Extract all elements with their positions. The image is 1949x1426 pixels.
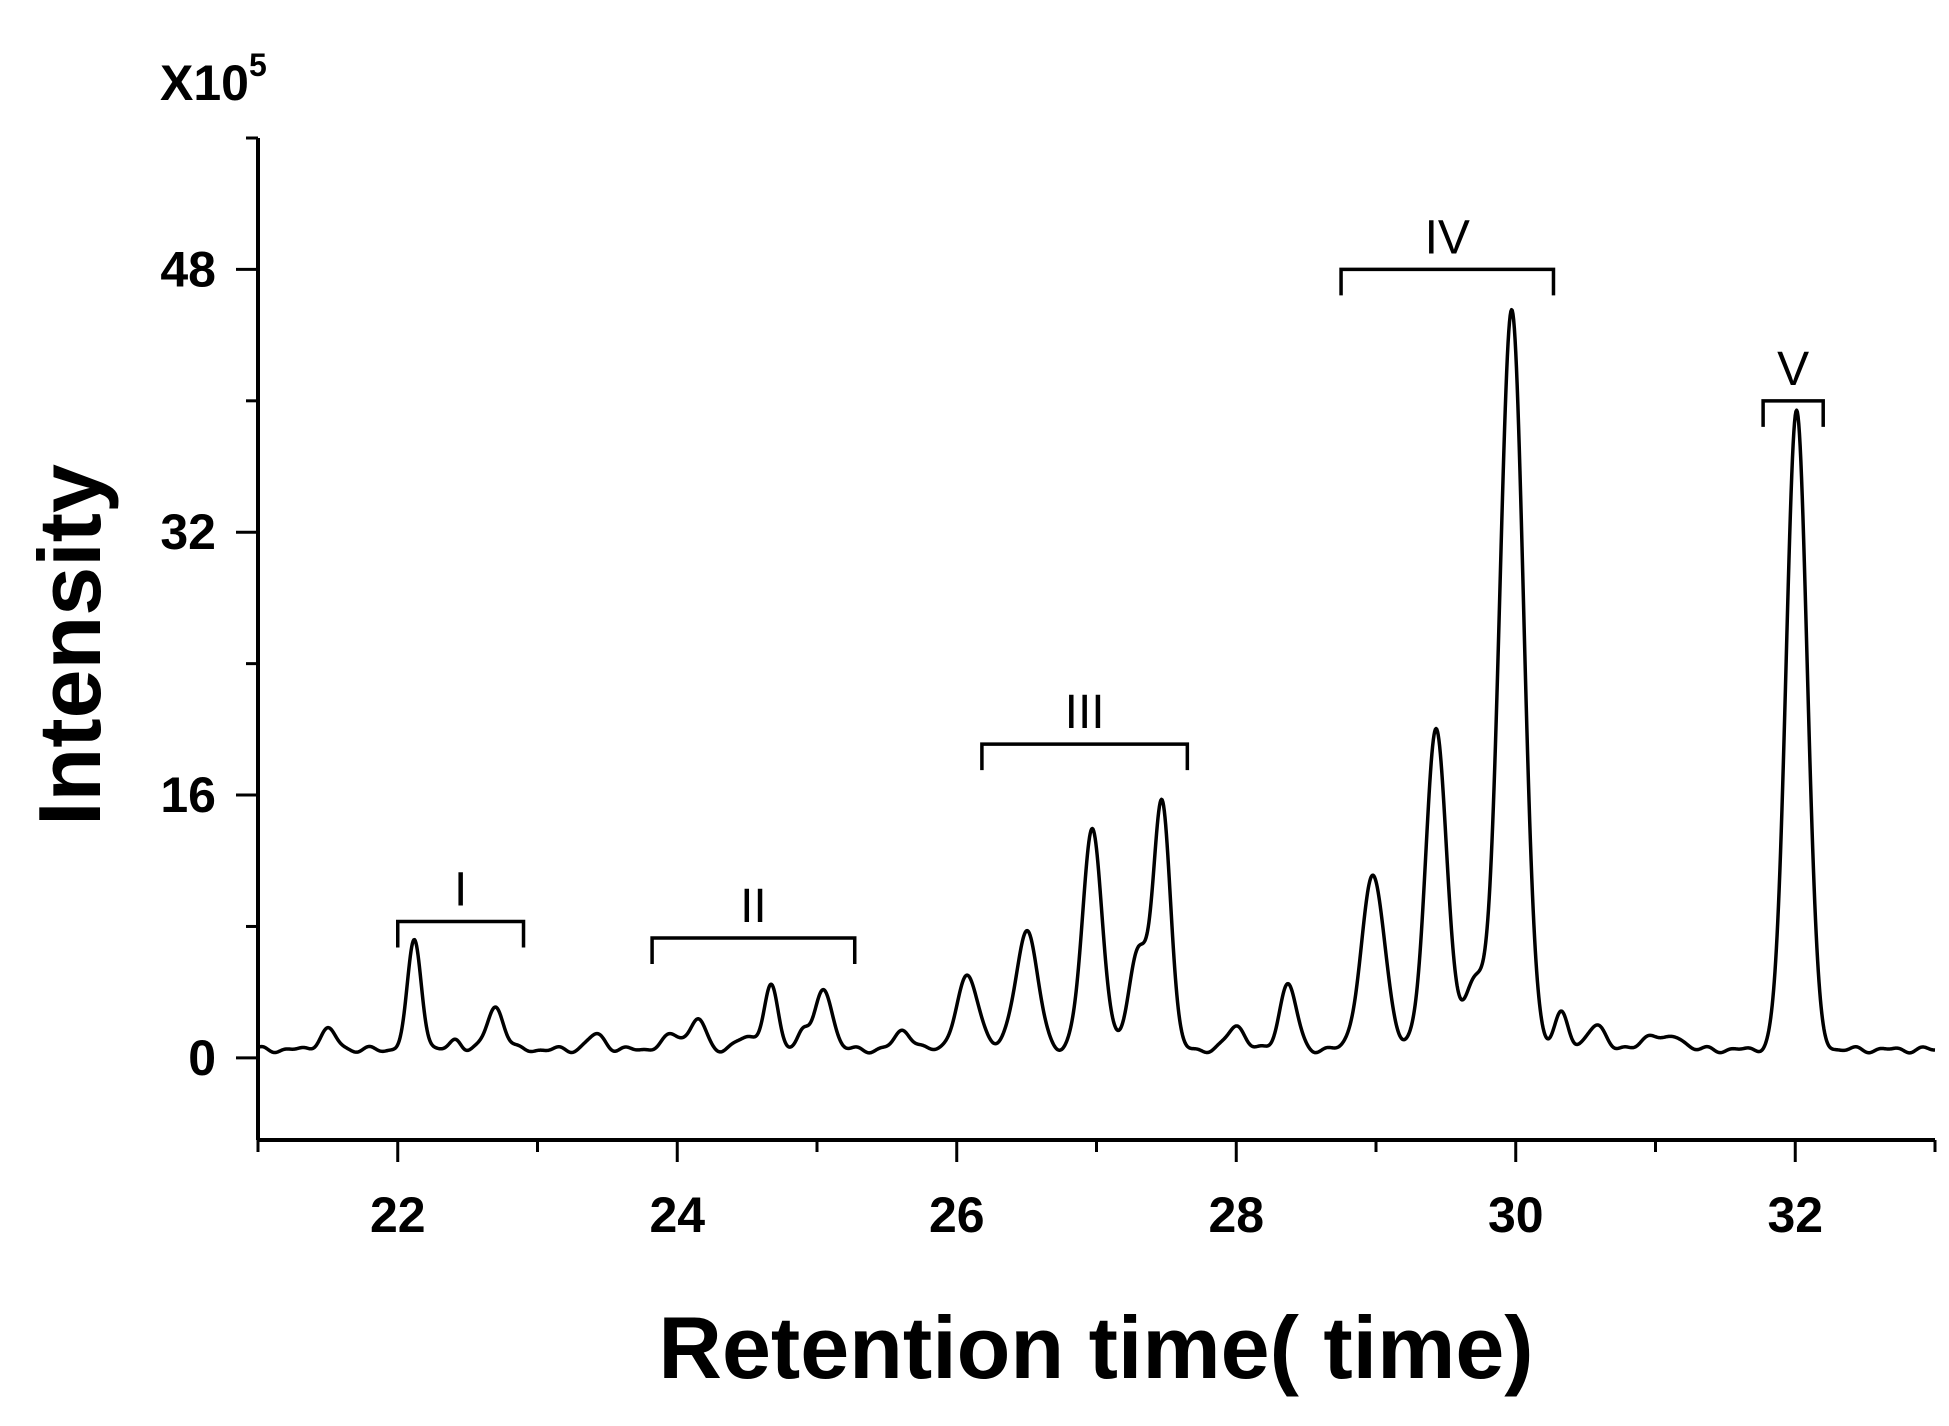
y-tick-label: 16 <box>160 767 216 823</box>
plot-area <box>256 307 1937 1055</box>
x-tick-label: 32 <box>1767 1187 1823 1243</box>
group-bracket <box>1761 399 1825 427</box>
x-axis-title: Retention time( time) <box>658 1298 1533 1397</box>
group-bracket <box>980 742 1190 771</box>
y-tick-label: 32 <box>160 504 216 560</box>
y-tick-label: 48 <box>160 241 216 297</box>
y-axis-title: Intensity <box>20 464 119 826</box>
y-multiplier-base: X10 <box>160 55 249 111</box>
group-label: IV <box>1425 211 1470 264</box>
x-tick-label: 30 <box>1488 1187 1544 1243</box>
y-multiplier: X105 <box>160 47 267 111</box>
x-tick-label: 22 <box>370 1187 426 1243</box>
group-label: I <box>454 864 467 917</box>
group-label: III <box>1065 686 1105 739</box>
chromatogram-trace <box>256 307 1937 1055</box>
x-tick-label: 28 <box>1208 1187 1264 1243</box>
group-bracket <box>650 936 857 964</box>
x-tick-label: 24 <box>649 1187 705 1243</box>
group-bracket <box>1339 267 1556 296</box>
group-label: V <box>1777 343 1809 396</box>
axes: 22 24 26 28 30 32 0 16 32 48 <box>160 136 1937 1243</box>
group-label: II <box>740 880 767 933</box>
y-multiplier-exponent: 5 <box>249 47 267 83</box>
x-tick-label: 26 <box>929 1187 985 1243</box>
y-tick-label: 0 <box>188 1030 216 1086</box>
group-bracket <box>396 919 526 948</box>
